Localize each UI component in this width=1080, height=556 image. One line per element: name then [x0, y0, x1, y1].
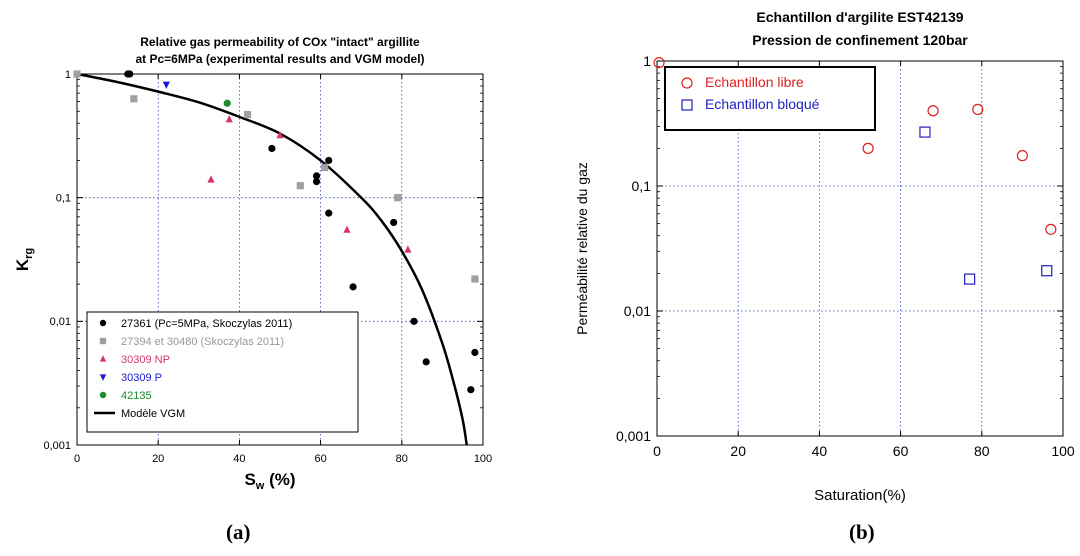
data-point	[243, 110, 252, 119]
data-point	[471, 348, 479, 357]
chart-title-line: Pression de confinement 120bar	[752, 32, 968, 48]
chart-title-line: at Pc=6MPa (experimental results and VGM…	[135, 52, 424, 66]
y-tick-label: 1	[643, 53, 651, 69]
series-3	[162, 81, 170, 89]
legend-marker	[99, 391, 107, 399]
legend-marker	[99, 355, 107, 362]
legend-marker	[99, 319, 107, 327]
x-tick-label: 80	[974, 443, 990, 459]
x-tick-label: 40	[233, 453, 245, 465]
legend-marker	[681, 77, 693, 89]
series-1	[73, 70, 479, 283]
series-2	[207, 115, 412, 253]
plot-frame	[76, 73, 484, 446]
subfigure-caption-b: (b)	[849, 520, 875, 544]
subfigure-caption-a: (a)	[226, 520, 251, 544]
x-tick-label: 20	[152, 453, 164, 465]
y-tick-label: 0,1	[56, 193, 71, 205]
series-1	[919, 126, 1053, 285]
data-point	[410, 317, 418, 325]
series-4	[223, 99, 231, 107]
data-point	[349, 283, 357, 291]
y-axis-label: Krg	[13, 248, 35, 271]
data-point	[404, 245, 412, 253]
y-axis-label: Perméabilité relative du gaz	[574, 162, 590, 335]
data-point	[1045, 223, 1057, 235]
legend-label: Modèle VGM	[121, 408, 185, 420]
y-tick-label: 0,001	[43, 440, 71, 452]
data-point	[225, 115, 233, 123]
x-tick-label: 100	[1051, 443, 1075, 459]
x-tick-label: 40	[812, 443, 828, 459]
x-tick-label: 80	[396, 453, 408, 465]
series-0	[124, 70, 479, 394]
data-point	[1016, 150, 1029, 162]
model-vgm-curve	[77, 74, 468, 445]
y-tick-label: 0,01	[50, 316, 71, 328]
data-point	[1041, 265, 1053, 277]
y-tick-label: 0,001	[616, 428, 651, 444]
data-point	[919, 126, 931, 138]
chart-title-line: Relative gas permeability of COx "intact…	[140, 35, 420, 49]
x-axis-label: Sw (%)	[244, 470, 295, 492]
legend-label: 42135	[121, 390, 152, 402]
data-point	[467, 386, 475, 394]
data-point	[130, 95, 138, 103]
legend-label: 30309 P	[121, 372, 162, 384]
chart-b: 0 20 40 60 80 100 1 0,1 0,01 0,001 Echantillon d'a…	[574, 9, 1075, 504]
x-tick-label: 20	[730, 443, 746, 459]
x-tick-label: 60	[893, 443, 909, 459]
data-point	[321, 164, 329, 172]
legend-box	[664, 66, 876, 131]
legend-marker	[681, 99, 693, 111]
series-0	[653, 57, 1057, 235]
y-tick-label: 0,01	[624, 303, 651, 319]
y-tick-label: 0,1	[632, 178, 652, 194]
chart-title-line: Echantillon d'argilite EST42139	[756, 9, 963, 25]
data-point	[927, 105, 939, 117]
x-axis-label: Saturation(%)	[814, 487, 906, 504]
plot-frame	[656, 60, 1064, 437]
data-point	[126, 70, 134, 78]
data-point	[325, 209, 333, 217]
data-point	[390, 218, 398, 227]
chart-a: 0 20 40 60 80 100 1 0,1 0,01 0,001 Relative gas pe…	[13, 35, 492, 492]
data-point	[268, 144, 276, 153]
legend-marker	[99, 337, 107, 345]
data-point	[972, 103, 984, 116]
data-point	[394, 194, 402, 202]
legend-label: Echantillon bloqué	[705, 96, 820, 112]
gridlines	[657, 61, 1063, 436]
legend-label: 27394 et 30480 (Skoczylas 2011)	[121, 336, 284, 348]
x-tick-label: 60	[314, 453, 326, 465]
data-point	[207, 175, 215, 183]
x-tick-label: 0	[653, 443, 661, 459]
data-point	[325, 156, 333, 165]
data-point	[964, 273, 976, 285]
legend: 27361 (Pc=5MPa, Skoczylas 2011) 27394 et …	[86, 311, 359, 433]
data-point	[653, 57, 665, 69]
data-point	[471, 275, 479, 283]
data-point	[312, 172, 321, 180]
data-point	[312, 177, 321, 186]
legend-label: 27361 (Pc=5MPa, Skoczylas 2011)	[121, 318, 292, 330]
y-tick-label: 1	[65, 69, 71, 81]
x-tick-label: 100	[474, 453, 492, 465]
data-point	[296, 182, 304, 190]
data-point	[73, 70, 81, 78]
legend-marker	[99, 374, 107, 381]
data-point	[343, 225, 351, 233]
data-point	[422, 358, 430, 366]
legend-label: Echantillon libre	[705, 74, 804, 90]
data-point	[862, 142, 874, 154]
data-point	[276, 130, 284, 139]
data-point	[223, 99, 231, 107]
legend: Echantillon libre Echantillon bloqué	[664, 66, 876, 131]
legend-box	[86, 311, 359, 433]
data-point	[162, 81, 170, 89]
legend-label: 30309 NP	[121, 354, 170, 366]
x-tick-label: 0	[74, 453, 80, 465]
